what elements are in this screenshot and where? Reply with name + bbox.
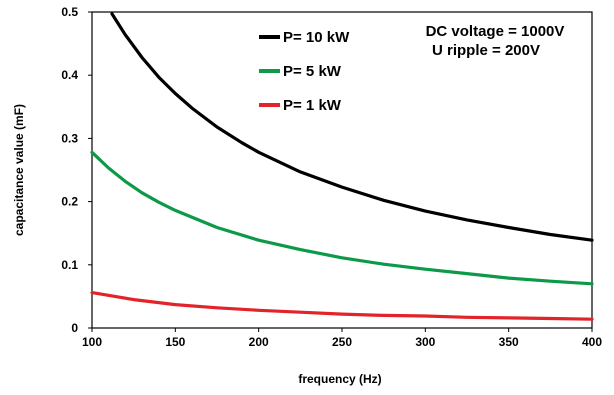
legend-label-10kw: P= 10 kW — [283, 29, 350, 46]
y-tick-label: 0 — [71, 321, 78, 335]
x-axis-ticks: 100 150 200 250 300 350 400 — [82, 328, 602, 349]
legend-label-1kw: P= 1 kW — [283, 97, 342, 114]
legend-label-5kw: P= 5 kW — [283, 63, 342, 80]
x-axis-label: frequency (Hz) — [298, 372, 381, 386]
y-tick-label: 0.2 — [61, 195, 78, 209]
x-tick-label: 150 — [165, 335, 185, 349]
y-axis-ticks: 0 0.1 0.2 0.3 0.4 0.5 — [61, 5, 92, 335]
y-axis-label: capacitance value (mF) — [12, 104, 26, 236]
annotation-dc-voltage: DC voltage = 1000V — [426, 23, 565, 40]
x-tick-label: 250 — [332, 335, 352, 349]
series-line-p-1-kw — [90, 291, 594, 321]
annotation-u-ripple: U ripple = 200V — [432, 42, 540, 59]
x-tick-label: 200 — [249, 335, 269, 349]
legend: P= 10 kW P= 5 kW P= 1 kW — [259, 29, 350, 114]
y-tick-label: 0.3 — [61, 131, 78, 145]
series-line-p-10-kw — [110, 12, 594, 242]
y-tick-label: 0.4 — [61, 68, 78, 82]
y-tick-label: 0.5 — [61, 5, 78, 19]
x-tick-label: 300 — [415, 335, 435, 349]
y-tick-label: 0.1 — [61, 258, 78, 272]
x-tick-label: 350 — [499, 335, 519, 349]
series-line-p-5-kw — [90, 150, 594, 286]
x-tick-label: 100 — [82, 335, 102, 349]
x-tick-label: 400 — [582, 335, 602, 349]
series-layer — [90, 12, 594, 321]
